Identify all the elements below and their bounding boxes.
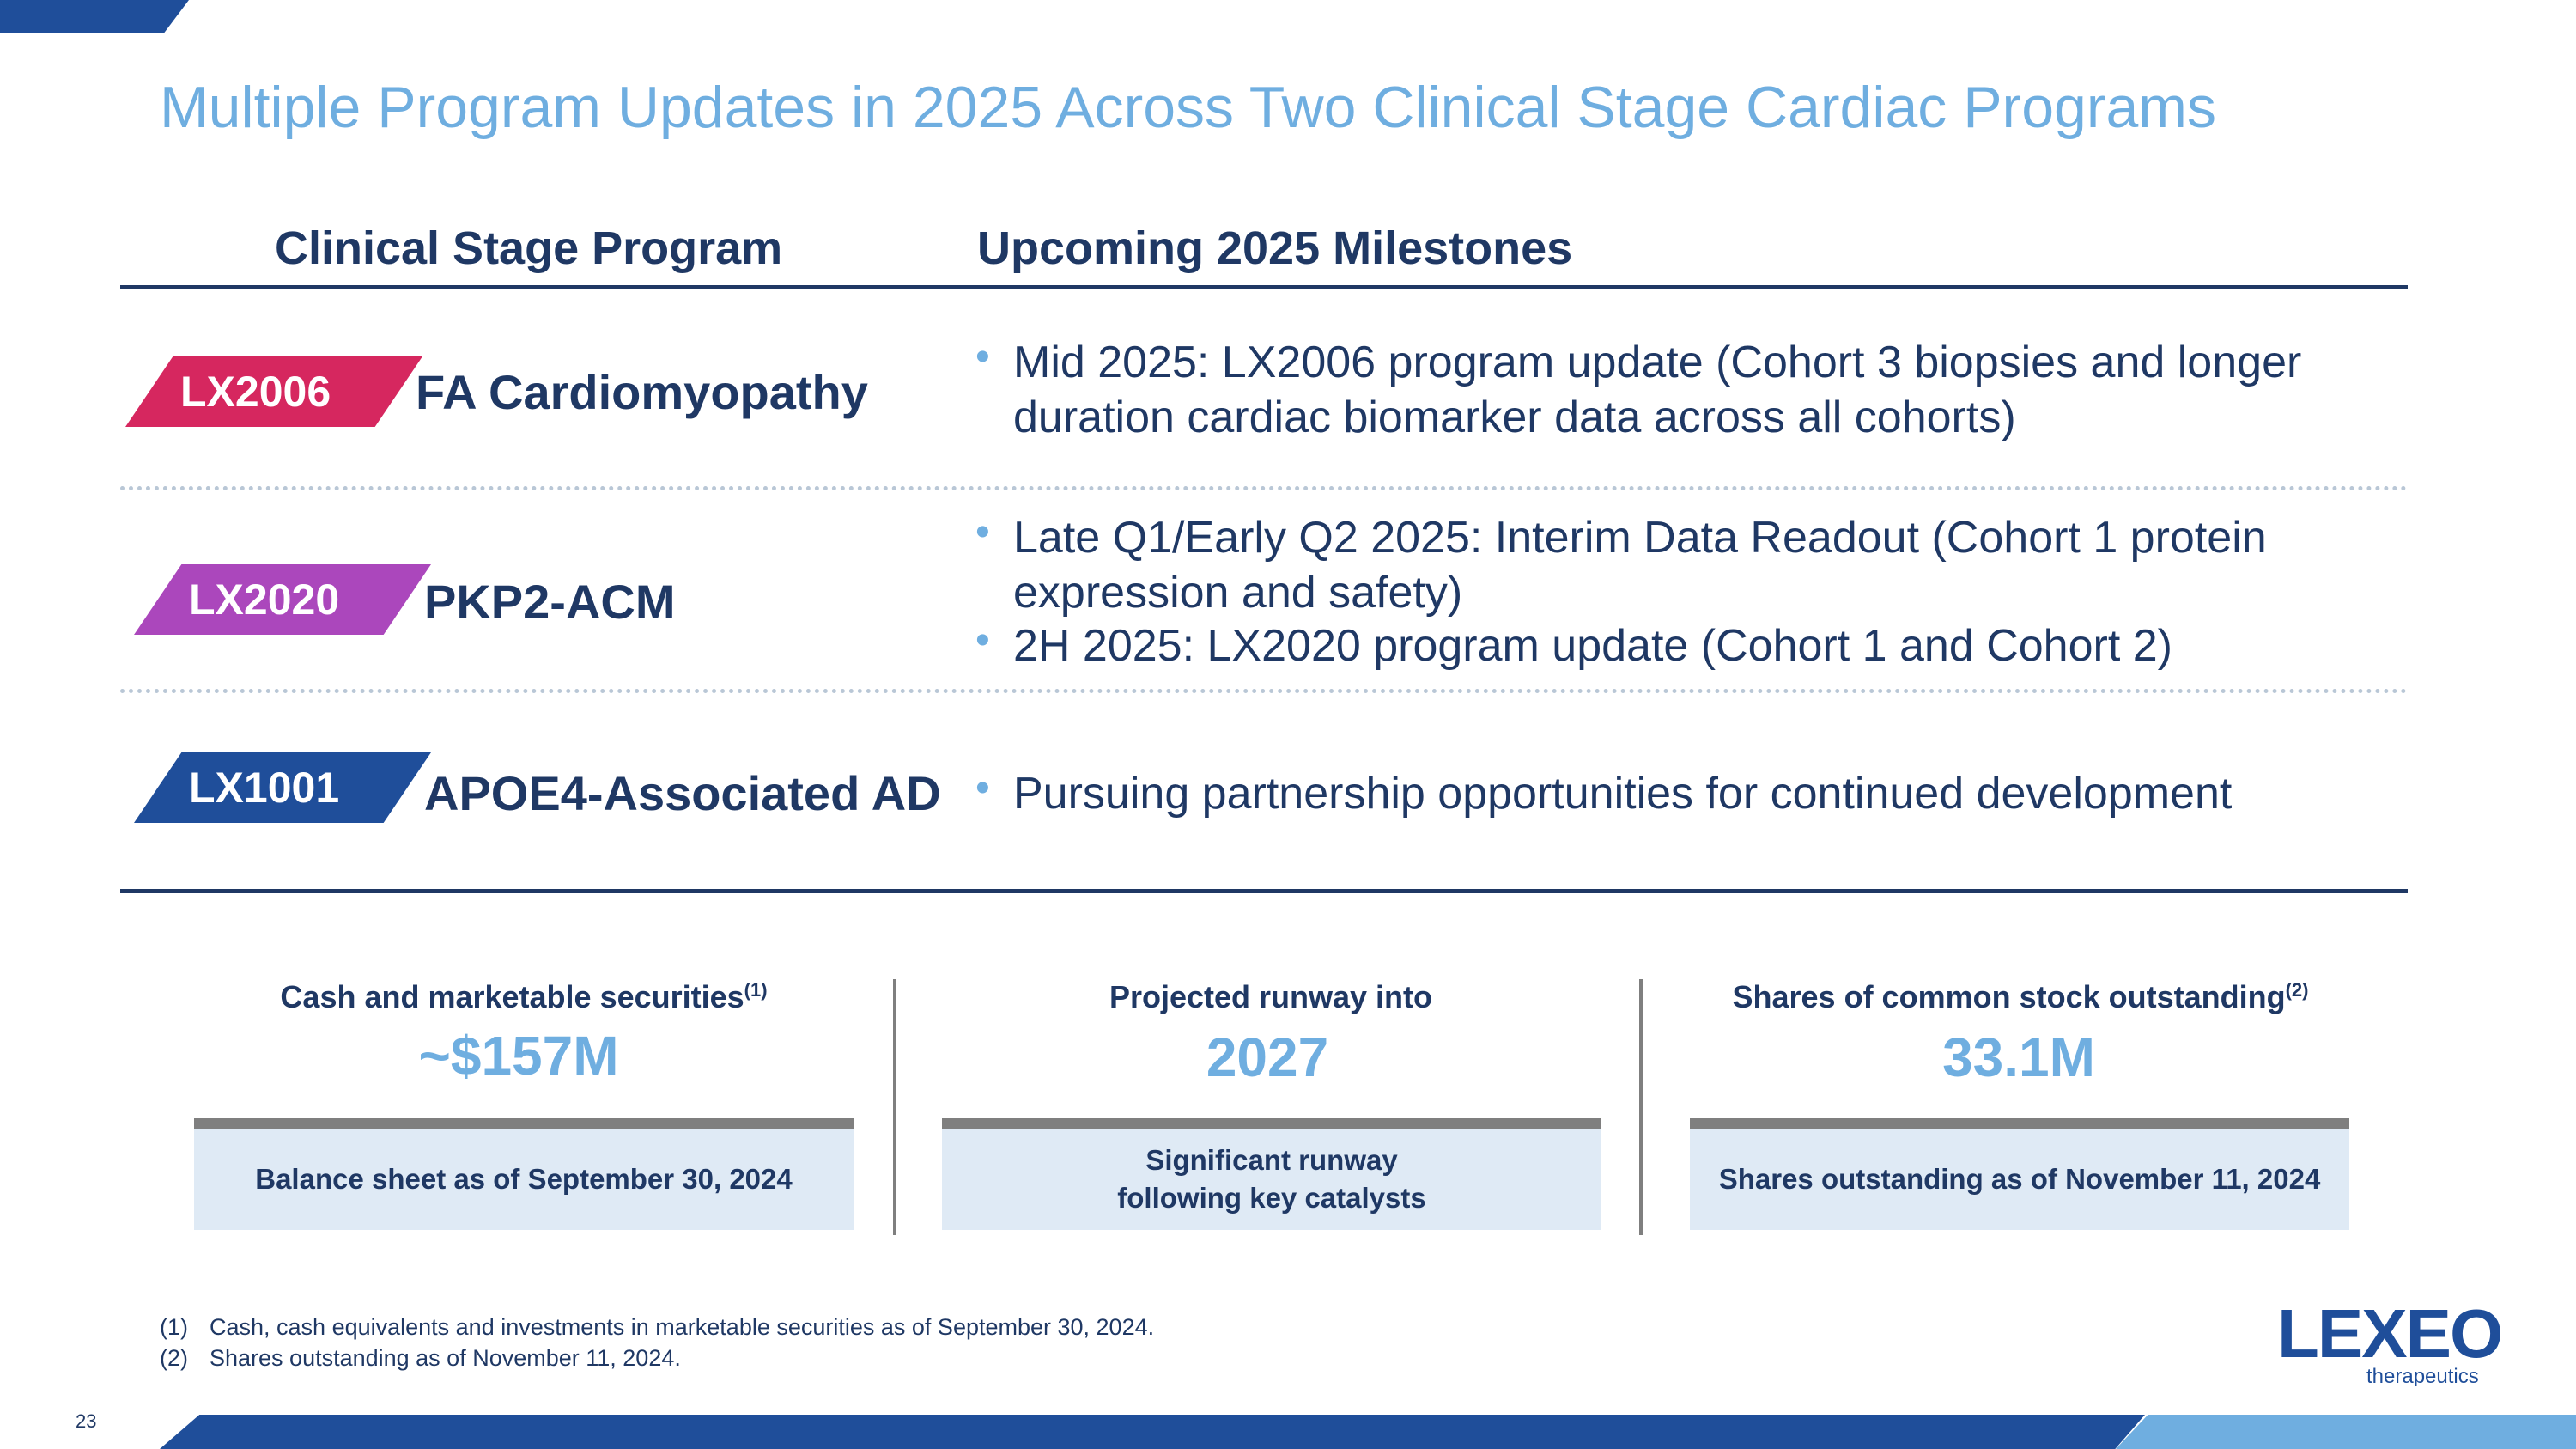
program-code: LX2006	[180, 368, 331, 416]
program-code: LX1001	[189, 764, 340, 812]
row-divider	[120, 486, 2408, 490]
footnote: (2) Shares outstanding as of November 11,…	[160, 1345, 681, 1371]
logo-sub: therapeutics	[2366, 1365, 2479, 1386]
program-badge-lx2020: LX2020	[134, 564, 431, 635]
program-name: APOE4-Associated AD	[424, 766, 941, 820]
stat-divider	[1639, 979, 1643, 1235]
slide-title: Multiple Program Updates in 2025 Across …	[160, 75, 2216, 140]
program-name: PKP2-ACM	[424, 575, 676, 629]
footnote: (1) Cash, cash equivalents and investment…	[160, 1314, 1155, 1340]
stat-label-cash: Cash and marketable securities(1)	[280, 979, 768, 1014]
footer-bar-dark	[160, 1415, 2145, 1449]
row-divider	[120, 689, 2408, 693]
milestone-text: Pursuing partnership opportunities for c…	[1013, 769, 2233, 819]
milestone-item: • Mid 2025: LX2006 program update (Cohor…	[975, 334, 2421, 445]
lexeo-logo: LEXEO therapeutics	[2277, 1295, 2503, 1388]
stat-note-cash: Balance sheet as of September 30, 2024	[194, 1129, 854, 1230]
stat-label-shares: Shares of common stock outstanding(2)	[1732, 979, 2309, 1014]
page-number: 23	[76, 1410, 97, 1432]
stat-bar	[1690, 1118, 2349, 1129]
bullet-icon: •	[975, 618, 990, 663]
milestone-item: • 2H 2025: LX2020 program update (Cohort…	[975, 618, 2421, 673]
stat-note-runway: Significant runway following key catalyst…	[942, 1129, 1601, 1230]
stat-bar	[942, 1118, 1601, 1129]
stat-note-shares: Shares outstanding as of November 11, 20…	[1690, 1129, 2349, 1230]
stat-value-cash: ~$157M	[418, 1025, 619, 1087]
footnote-ref: (1)	[744, 979, 768, 1001]
milestone-item: • Pursuing partnership opportunities for…	[975, 765, 2421, 821]
stat-value-runway: 2027	[1206, 1026, 1329, 1088]
header-rule	[120, 285, 2408, 289]
column-header-program: Clinical Stage Program	[275, 222, 783, 274]
stat-divider	[893, 979, 896, 1235]
corner-accent	[0, 0, 189, 33]
table-bottom-rule	[120, 889, 2408, 893]
stat-value-shares: 33.1M	[1942, 1026, 2095, 1088]
bullet-icon: •	[975, 765, 990, 811]
program-badge-lx2006: LX2006	[125, 356, 422, 427]
logo-mark: LEXEO therapeutics	[2277, 1295, 2503, 1388]
milestone-text: Late Q1/Early Q2 2025: Interim Data Read…	[1013, 513, 2267, 618]
bullet-icon: •	[975, 334, 990, 380]
column-header-milestones: Upcoming 2025 Milestones	[977, 222, 1573, 274]
logo-word: LEXEO	[2277, 1300, 2501, 1372]
milestone-text: Mid 2025: LX2006 program update (Cohort …	[1013, 338, 2302, 442]
milestone-item: • Late Q1/Early Q2 2025: Interim Data Re…	[975, 509, 2421, 620]
milestone-text: 2H 2025: LX2020 program update (Cohort 1…	[1013, 621, 2172, 671]
program-name: FA Cardiomyopathy	[416, 365, 868, 419]
program-badge-lx1001: LX1001	[134, 752, 431, 823]
program-code: LX2020	[189, 575, 340, 624]
footnote-ref: (2)	[2285, 979, 2309, 1001]
bullet-icon: •	[975, 509, 990, 555]
stat-bar	[194, 1118, 854, 1129]
stat-label-runway: Projected runway into	[1109, 979, 1433, 1014]
footer-bar-light	[2116, 1415, 2576, 1449]
